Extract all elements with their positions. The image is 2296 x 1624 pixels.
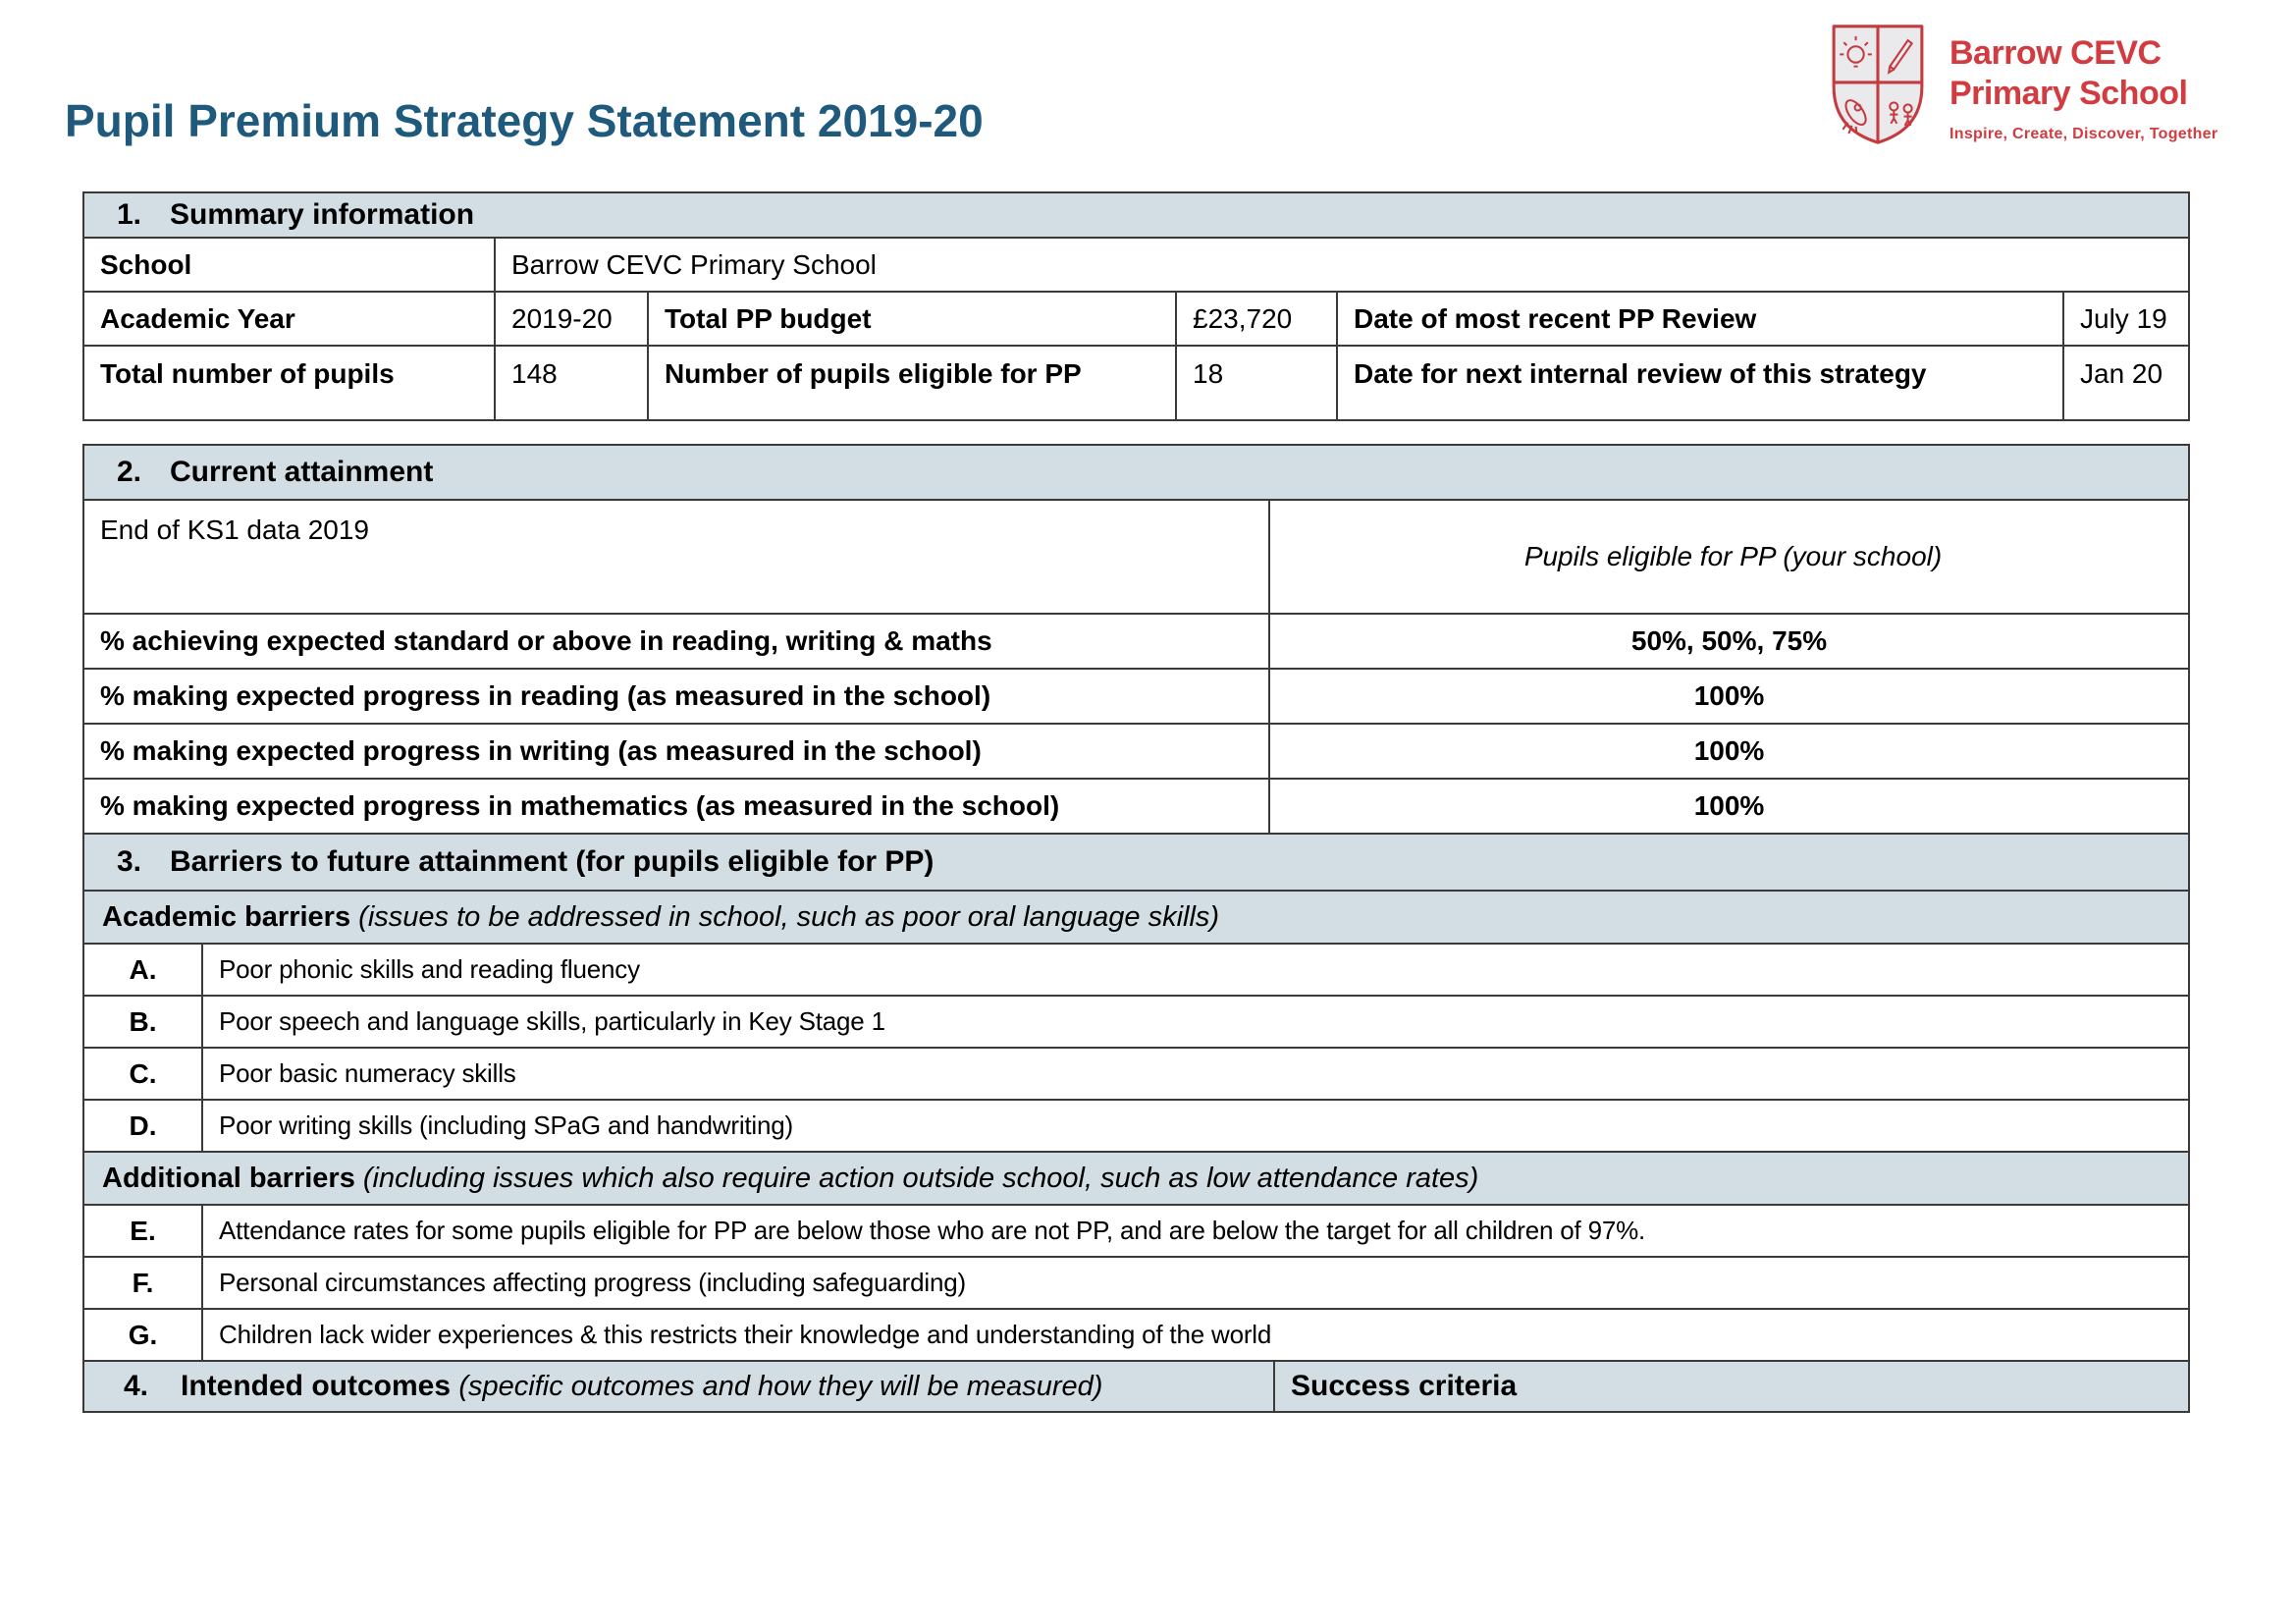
subheader-note: (including issues which also require act…	[362, 1162, 1479, 1194]
barrier-letter: D.	[82, 1099, 203, 1153]
summary-section-header: 1. Summary information	[82, 191, 2190, 239]
academic-barriers-subheader-cell: Academic barriers (issues to be addresse…	[81, 890, 2191, 945]
barrier-letter: E.	[82, 1204, 203, 1258]
attainment-value: 100%	[1267, 778, 2191, 835]
barrier-text: Poor basic numeracy skills	[200, 1047, 2191, 1101]
section-title: Barriers to future attainment (for pupil…	[170, 845, 934, 878]
barrier-letter: C.	[82, 1047, 203, 1101]
school-name-line2: Primary School	[1949, 75, 2188, 112]
barriers-section-header-cell: 3. Barriers to future attainment (for pup…	[81, 833, 2191, 892]
academic-year-value: 2019-20	[494, 291, 649, 347]
barrier-text: Poor writing skills (including SPaG and …	[200, 1099, 2191, 1153]
total-pupils-label: Total number of pupils	[82, 345, 496, 421]
barrier-row: D. Poor writing skills (including SPaG a…	[82, 1099, 2191, 1153]
attainment-label: % making expected progress in writing (a…	[82, 723, 1270, 780]
summary-section-header-cell: 1. Summary information	[82, 191, 2190, 239]
attainment-label: % making expected progress in mathematic…	[82, 778, 1270, 835]
barrier-row: B. Poor speech and language skills, part…	[82, 995, 2191, 1049]
rocket-icon	[1842, 99, 1867, 135]
table-row: Academic Year 2019-20 Total PP budget £2…	[82, 291, 2190, 347]
children-icon	[1889, 101, 1913, 127]
section-number: 3.	[117, 845, 142, 878]
page-title: Pupil Premium Strategy Statement 2019-20	[65, 95, 984, 146]
pp-budget-value: £23,720	[1175, 291, 1338, 347]
school-crest-icon	[1832, 25, 1924, 144]
attainment-section-header: 2. Current attainment	[81, 444, 2191, 501]
barrier-row: G. Children lack wider experiences & thi…	[82, 1308, 2191, 1362]
table-row: Total number of pupils 148 Number of pup…	[82, 345, 2190, 421]
attainment-value: 50%, 50%, 75%	[1267, 613, 2191, 670]
table-row: End of KS1 data 2019 Pupils eligible for…	[82, 499, 2191, 615]
total-pupils-value: 148	[494, 345, 649, 421]
attainment-label: % making expected progress in reading (a…	[82, 668, 1270, 725]
barrier-row: F. Personal circumstances affecting prog…	[82, 1256, 2191, 1310]
academic-barriers-subheader: Academic barriers (issues to be addresse…	[81, 890, 2191, 945]
school-value: Barrow CEVC Primary School	[494, 237, 2190, 293]
pp-review-value: July 19	[2062, 291, 2190, 347]
section-title: Current attainment	[170, 456, 434, 488]
additional-barriers-subheader-cell: Additional barriers (including issues wh…	[81, 1151, 2191, 1206]
attainment-label: % achieving expected standard or above i…	[82, 613, 1270, 670]
subheader-label: Academic barriers	[102, 900, 351, 933]
barrier-letter: G.	[82, 1308, 203, 1362]
eligible-pupils-value: 18	[1175, 345, 1338, 421]
barriers-table: 3. Barriers to future attainment (for pup…	[81, 833, 2191, 1362]
attainment-row: % achieving expected standard or above i…	[82, 613, 2191, 670]
section-number: 1.	[117, 198, 142, 231]
summary-table: 1. Summary information School Barrow CEVC…	[82, 191, 2190, 421]
barrier-text: Children lack wider experiences & this r…	[200, 1308, 2191, 1362]
attainment-row: % making expected progress in reading (a…	[82, 668, 2191, 725]
school-tagline: Inspire, Create, Discover, Together	[1949, 126, 2218, 142]
attainment-row: % making expected progress in mathematic…	[82, 778, 2191, 835]
subheader-label: Additional barriers	[102, 1162, 355, 1194]
school-name: Barrow CEVC Primary School	[1949, 33, 2217, 114]
school-logo: Barrow CEVC Primary School Inspire, Crea…	[1828, 22, 2217, 147]
ks1-group-label: End of KS1 data 2019	[82, 499, 1270, 615]
barrier-row: E. Attendance rates for some pupils elig…	[82, 1204, 2191, 1258]
table-row: School Barrow CEVC Primary School	[82, 237, 2190, 293]
lightbulb-icon	[1840, 36, 1872, 68]
pp-column-header: Pupils eligible for PP (your school)	[1267, 499, 2191, 615]
academic-year-label: Academic Year	[82, 291, 496, 347]
success-criteria-header-cell: Success criteria	[1273, 1360, 2190, 1413]
barrier-row: A. Poor phonic skills and reading fluenc…	[82, 943, 2191, 997]
attainment-value: 100%	[1267, 723, 2191, 780]
section-number: 4.	[124, 1370, 149, 1402]
additional-barriers-subheader: Additional barriers (including issues wh…	[81, 1151, 2191, 1206]
next-review-value: Jan 20	[2062, 345, 2190, 421]
barrier-text: Personal circumstances affecting progres…	[200, 1256, 2191, 1310]
barrier-text: Attendance rates for some pupils eligibl…	[200, 1204, 2191, 1258]
attainment-value: 100%	[1267, 668, 2191, 725]
barrier-letter: B.	[82, 995, 203, 1049]
outcomes-header-table: 4. Intended outcomes (specific outcomes a…	[82, 1360, 2190, 1413]
barriers-section-header: 3. Barriers to future attainment (for pup…	[81, 833, 2191, 892]
pp-budget-label: Total PP budget	[647, 291, 1177, 347]
barrier-row: C. Poor basic numeracy skills	[82, 1047, 2191, 1101]
school-name-line1: Barrow CEVC	[1949, 34, 2162, 72]
subheader-note: (issues to be addressed in school, such …	[358, 900, 1220, 933]
pencil-icon	[1887, 38, 1914, 75]
section-title: Intended outcomes	[181, 1370, 452, 1402]
outcomes-section-header: 4. Intended outcomes (specific outcomes a…	[82, 1360, 2190, 1413]
eligible-pupils-label: Number of pupils eligible for PP	[647, 345, 1177, 421]
pp-review-label: Date of most recent PP Review	[1336, 291, 2064, 347]
next-review-label: Date for next internal review of this st…	[1336, 345, 2064, 421]
barrier-letter: A.	[82, 943, 203, 997]
outcomes-section-header-cell: 4. Intended outcomes (specific outcomes a…	[82, 1360, 1275, 1413]
school-label: School	[82, 237, 496, 293]
barrier-text: Poor phonic skills and reading fluency	[200, 943, 2191, 997]
barrier-letter: F.	[82, 1256, 203, 1310]
attainment-table: 2. Current attainment End of KS1 data 201…	[81, 444, 2191, 835]
section-title: Summary information	[170, 198, 475, 231]
attainment-section-header-cell: 2. Current attainment	[81, 444, 2191, 501]
barrier-text: Poor speech and language skills, particu…	[200, 995, 2191, 1049]
attainment-row: % making expected progress in writing (a…	[82, 723, 2191, 780]
section-number: 2.	[117, 456, 142, 488]
section-note: (specific outcomes and how they will be …	[458, 1371, 1103, 1402]
